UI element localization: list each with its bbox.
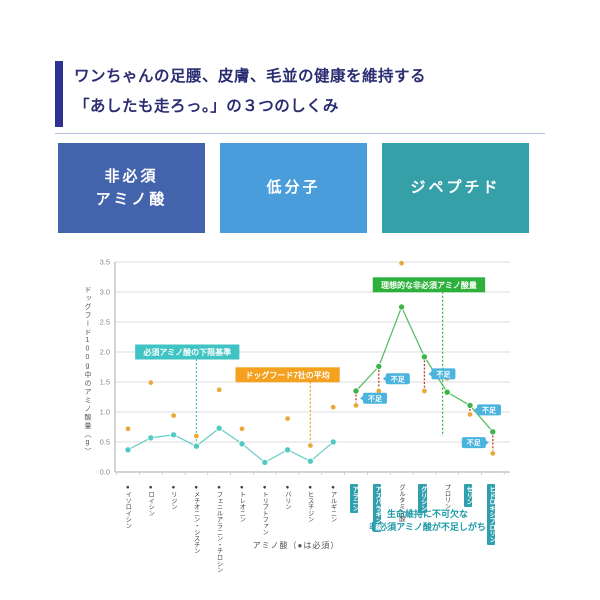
data-point xyxy=(352,402,360,409)
data-point xyxy=(306,457,314,465)
deficiency-badge xyxy=(431,368,456,380)
header-divider xyxy=(55,133,545,134)
deficiency-badge-label: 不足 xyxy=(368,395,383,403)
callout-label: 理想的な非必須アミノ酸量 xyxy=(381,280,477,290)
y-tick-label: 1.5 xyxy=(100,378,110,387)
x-axis-label: ●メチオニン・シスチン xyxy=(192,484,200,554)
title-accent-bar xyxy=(55,61,63,127)
deficiency-badge-label: 不足 xyxy=(482,407,497,415)
y-tick-label: 1.0 xyxy=(100,408,110,417)
deficiency-badge xyxy=(385,373,410,385)
deficiency-note: 生命維持に不可欠な 非必須アミノ酸が不足しがち xyxy=(320,508,535,534)
data-point xyxy=(420,353,428,361)
deficiency-note-line1: 生命維持に不可欠な xyxy=(386,509,468,519)
data-point xyxy=(124,446,132,454)
x-axis-label: ●トレオニン xyxy=(238,484,246,523)
data-point xyxy=(329,438,337,446)
deficiency-badge xyxy=(477,404,501,416)
deficiency-note-line2: 非必須アミノ酸が不足しがち xyxy=(369,522,486,533)
x-axis-label: グルタミン酸 xyxy=(397,484,405,522)
pillar3-label: ジペプチド xyxy=(410,179,501,197)
page-title-line1: ワンちゃんの足腰、皮膚、毛並の健康を維持する xyxy=(74,68,427,85)
x-axis-label: ●ヒスチジン xyxy=(306,484,314,523)
callout-box xyxy=(135,344,240,360)
x-axis-label: ●リジン xyxy=(169,484,177,510)
data-point xyxy=(489,450,496,457)
data-point xyxy=(421,387,428,395)
y-tick-label: 3.0 xyxy=(100,288,110,297)
data-point xyxy=(489,428,497,436)
data-point xyxy=(170,412,177,419)
data-point xyxy=(466,401,474,409)
x-axis-label: ●ロイシン xyxy=(147,484,155,517)
y-tick-label: 2.5 xyxy=(100,318,110,327)
x-axis-label: アスパラギン酸 xyxy=(372,484,382,533)
pillar-low-molecular: 低分子 xyxy=(220,143,367,233)
x-axis-label: グリシン xyxy=(418,484,427,514)
pillar2-label: 低分子 xyxy=(266,179,321,197)
page-title-line2: 「あしたも走ろっ。」の３つのしくみ xyxy=(74,98,339,116)
pillar-dipeptide: ジペプチド xyxy=(382,143,529,233)
x-axis-label: アラニン xyxy=(350,484,359,514)
x-axis-label: ●イソロイシン xyxy=(124,484,132,529)
y-axis-title: ドッグフード100g中のアミノ酸量（g） xyxy=(84,286,91,456)
data-point xyxy=(147,379,154,386)
callout-label: 必須アミノ酸の下限基準 xyxy=(142,347,231,357)
x-axis-label: セリン xyxy=(464,484,473,507)
deficiency-badge-label: 不足 xyxy=(467,439,482,447)
y-tick-label: 2.0 xyxy=(100,348,110,357)
data-point xyxy=(192,442,200,450)
deficiency-badge xyxy=(363,392,387,404)
data-point xyxy=(124,425,132,432)
data-point xyxy=(238,440,246,448)
data-point xyxy=(284,415,291,422)
data-point xyxy=(193,432,200,440)
x-axis-label: ●トリプトファン xyxy=(261,484,269,536)
data-point xyxy=(215,424,223,432)
page-title: ワンちゃんの足腰、皮膚、毛並の健康を維持する 「あしたも走ろっ。」の３つのしくみ xyxy=(74,62,426,122)
pillar-non-essential-amino-acid: 非必須 アミノ酸 xyxy=(58,143,205,233)
data-point xyxy=(261,458,269,466)
deficiency-badge-label: 不足 xyxy=(391,375,406,383)
y-tick-label: 0.0 xyxy=(100,468,110,477)
y-tick-label: 0.5 xyxy=(100,438,110,447)
callout-label: ドッグフード7社の平均 xyxy=(245,370,329,380)
series-line xyxy=(127,427,334,464)
x-axis-title: アミノ酸（●は必須） xyxy=(252,541,340,550)
deficiency-badge-label: 不足 xyxy=(436,371,451,379)
data-point xyxy=(284,446,292,454)
data-point xyxy=(398,259,405,267)
data-point xyxy=(466,411,474,418)
data-point xyxy=(307,442,314,449)
data-point xyxy=(238,425,246,432)
x-axis-label: ●アルギニン xyxy=(329,484,337,523)
amino-acid-chart: ドッグフード100g中のアミノ酸量（g） 0.0 0.5 1.0 1.5 2.0 2.5 3… xyxy=(70,250,530,595)
data-point xyxy=(443,388,451,396)
x-axis-label: ヒドロキシプロリン xyxy=(486,484,496,545)
callout-box xyxy=(372,277,486,293)
plot-area: 0.0 0.5 1.0 1.5 2.0 2.5 3.0 3.5 必須アミノ酸の下限基準ドッグフー… xyxy=(100,258,510,477)
data-point xyxy=(147,434,155,442)
data-point xyxy=(330,403,337,411)
data-point xyxy=(375,362,383,370)
data-point xyxy=(215,386,223,393)
x-axis-label: プロリン xyxy=(443,484,451,510)
x-axis-label: ●バリン xyxy=(283,484,291,510)
deficiency-badge xyxy=(461,437,486,449)
pillar1-label-line2: アミノ酸 xyxy=(95,191,168,208)
data-point xyxy=(398,303,406,311)
callout-box xyxy=(235,367,340,383)
data-point xyxy=(352,387,360,395)
data-point xyxy=(170,431,178,439)
y-tick-label: 3.5 xyxy=(100,258,110,267)
pillar1-label-line1: 非必須 xyxy=(104,167,159,185)
x-axis-label: ●フェニルアラニン・チロシン xyxy=(215,484,223,573)
